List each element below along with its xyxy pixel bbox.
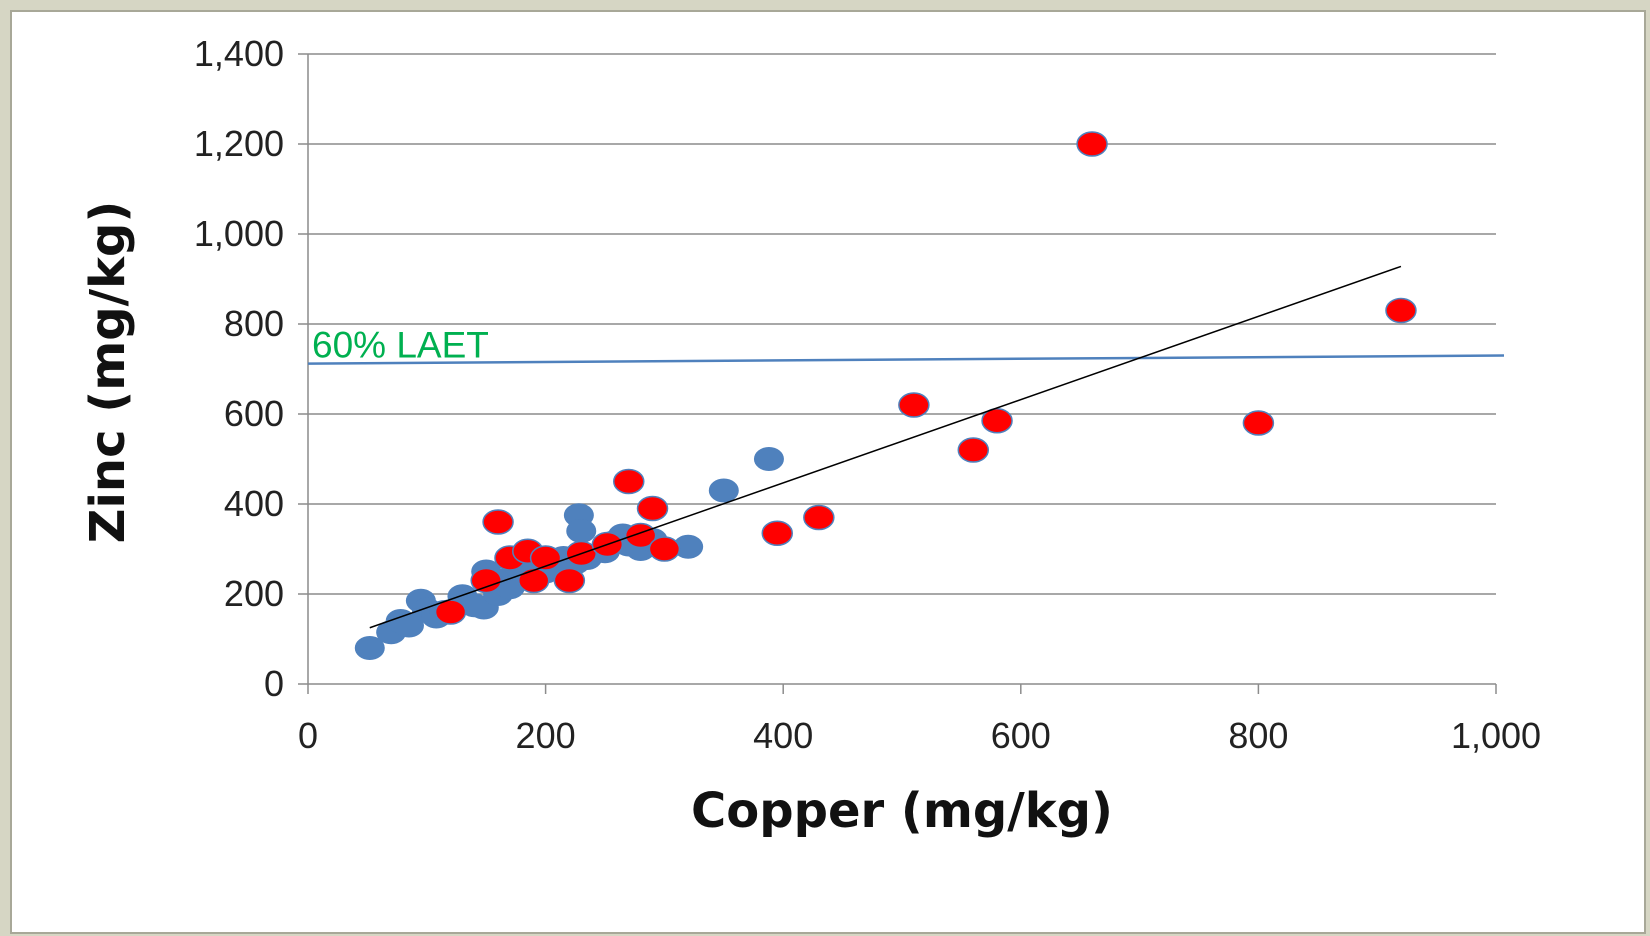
y-tick-label: 200	[224, 573, 284, 614]
data-point	[753, 447, 784, 471]
x-tick-labels: 0 200 400 600 800 1,000	[298, 715, 1541, 756]
scatter-chart: 0 200 400 600 800 1,000 1,200 1,400 0 200 400 600 8…	[80, 33, 1541, 839]
data-point	[636, 495, 669, 522]
data-point	[1385, 297, 1417, 324]
gridlines	[298, 53, 1496, 595]
data-point	[517, 567, 550, 594]
y-tick-label: 1,400	[194, 33, 284, 74]
data-point	[1242, 410, 1275, 436]
trendline	[369, 265, 1402, 629]
x-tick-label: 1,000	[1451, 715, 1541, 756]
y-tick-label: 1,200	[194, 123, 284, 164]
data-point	[981, 408, 1013, 434]
x-tick-label: 800	[1228, 715, 1288, 756]
axes	[298, 54, 1497, 694]
y-tick-label: 600	[224, 393, 284, 434]
x-tick-label: 200	[516, 715, 576, 756]
x-tick-label: 400	[753, 715, 813, 756]
x-axis-title: Copper (mg/kg)	[691, 783, 1113, 839]
data-point	[1076, 131, 1108, 157]
data-point	[553, 567, 586, 594]
chart-frame: 0 200 400 600 800 1,000 1,200 1,400 0 200 400 600 8…	[10, 10, 1646, 934]
y-axis-title: Zinc (mg/kg)	[80, 201, 136, 544]
reference-line-group: 60% LAET	[307, 325, 1505, 366]
reference-line	[307, 354, 1505, 365]
y-tick-label: 0	[264, 663, 284, 704]
data-point	[761, 520, 794, 546]
data-point	[803, 504, 835, 531]
data-point	[957, 437, 990, 463]
y-tick-labels: 0 200 400 600 800 1,000 1,200 1,400	[194, 33, 284, 704]
y-tick-label: 800	[224, 303, 284, 344]
x-tick-label: 600	[991, 715, 1051, 756]
data-point	[354, 636, 385, 660]
data-point	[673, 534, 704, 559]
data-point	[470, 567, 502, 594]
data-points	[354, 131, 1417, 660]
data-point	[648, 536, 681, 562]
data-point	[482, 509, 514, 535]
data-point	[566, 519, 597, 543]
data-point	[613, 468, 645, 495]
y-tick-label: 1,000	[194, 213, 284, 254]
y-tick-label: 400	[224, 483, 284, 524]
data-point	[393, 613, 424, 638]
data-point	[708, 478, 739, 503]
data-point	[898, 392, 930, 418]
reference-line-label: 60% LAET	[312, 325, 489, 366]
x-tick-label: 0	[298, 715, 318, 756]
